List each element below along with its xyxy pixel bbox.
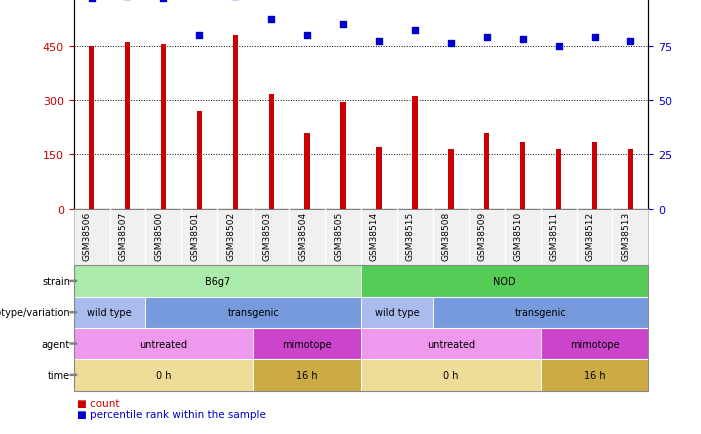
Text: GSM38510: GSM38510 (514, 211, 523, 260)
Text: 0 h: 0 h (156, 370, 171, 380)
Text: untreated: untreated (139, 339, 187, 349)
Point (481, 34, 492, 41)
Text: transgenic: transgenic (227, 308, 279, 317)
Text: GSM38500: GSM38500 (154, 211, 163, 260)
Text: ■ count: ■ count (77, 398, 120, 408)
Text: agent: agent (42, 339, 70, 349)
Bar (341, 102, 346, 209)
Text: time: time (48, 370, 70, 380)
Point (553, 43, 564, 50)
Text: GSM38507: GSM38507 (118, 211, 128, 260)
Text: GSM38513: GSM38513 (622, 211, 630, 260)
Point (589, 34, 600, 41)
Point (266, 17, 277, 24)
Text: GSM38502: GSM38502 (226, 211, 236, 260)
Text: NOD: NOD (494, 276, 516, 286)
Bar (89, 46, 94, 209)
Text: GSM38504: GSM38504 (298, 211, 307, 260)
Point (193, 32, 205, 39)
Text: GSM38515: GSM38515 (406, 211, 415, 260)
Text: 0 h: 0 h (443, 370, 458, 380)
Text: mimotope: mimotope (570, 339, 620, 349)
Text: GSM38514: GSM38514 (370, 211, 379, 260)
Text: mimotope: mimotope (283, 339, 332, 349)
Point (409, 28, 421, 35)
Text: wild type: wild type (374, 308, 419, 317)
Bar (628, 149, 633, 209)
Text: GSM38503: GSM38503 (262, 211, 271, 260)
Bar (304, 133, 310, 209)
Text: GSM38511: GSM38511 (550, 211, 559, 260)
Point (86, 0, 97, 2)
Text: GSM38501: GSM38501 (191, 211, 199, 260)
Bar (556, 149, 562, 209)
Text: untreated: untreated (427, 339, 475, 349)
Bar (197, 112, 202, 209)
Bar (520, 142, 525, 209)
Text: strain: strain (42, 276, 70, 286)
Bar (484, 133, 489, 209)
Text: 16 h: 16 h (297, 370, 318, 380)
Text: GSM38505: GSM38505 (334, 211, 343, 260)
Text: B6g7: B6g7 (205, 276, 230, 286)
Bar (412, 97, 418, 209)
Point (625, 39, 636, 46)
Bar (233, 36, 238, 209)
Text: transgenic: transgenic (515, 308, 566, 317)
Bar (268, 95, 274, 209)
Point (374, 39, 385, 46)
Point (445, 41, 456, 48)
Bar (592, 142, 597, 209)
Bar (448, 149, 454, 209)
Point (517, 36, 529, 43)
Text: GSM38509: GSM38509 (478, 211, 486, 260)
Point (337, 21, 348, 28)
Text: GSM38508: GSM38508 (442, 211, 451, 260)
Point (158, 0, 169, 2)
Bar (161, 45, 166, 209)
Point (301, 32, 313, 39)
Bar (376, 148, 381, 209)
Text: genotype/variation: genotype/variation (0, 308, 70, 317)
Text: GSM38512: GSM38512 (585, 211, 594, 260)
Text: GSM38506: GSM38506 (83, 211, 92, 260)
Text: ■ percentile rank within the sample: ■ percentile rank within the sample (77, 410, 266, 419)
Bar (125, 43, 130, 209)
Text: 16 h: 16 h (584, 370, 606, 380)
Text: wild type: wild type (87, 308, 132, 317)
